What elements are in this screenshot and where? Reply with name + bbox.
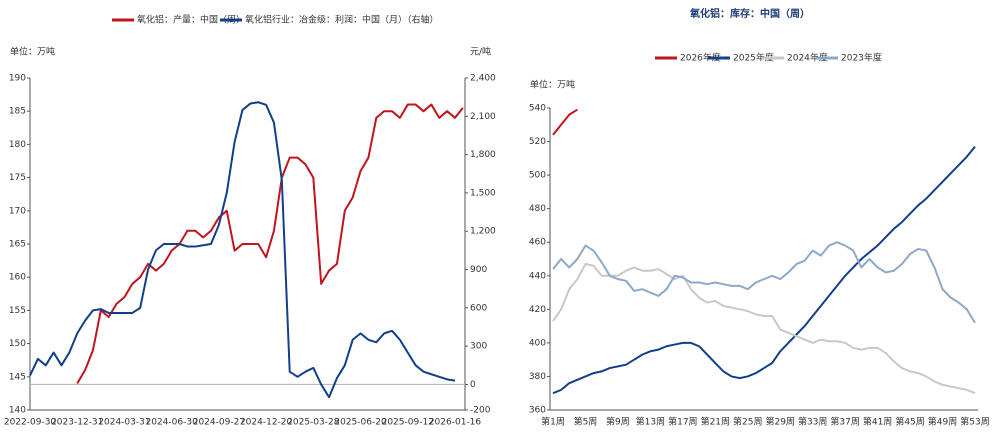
x-tick-label: 第33周 bbox=[798, 416, 827, 428]
x-tick-label: 2024-06-30 bbox=[146, 418, 199, 428]
legend-label: 氧化铝行业：冶金级：利润：中国（月）（右轴） bbox=[245, 14, 439, 26]
x-tick-label: 第13周 bbox=[636, 416, 665, 428]
legend-label: 氧化铝：产量：中国（周） bbox=[137, 14, 245, 26]
y-tick-label: 540 bbox=[529, 104, 546, 114]
y-tick-label: 140 bbox=[9, 406, 26, 416]
series-line bbox=[552, 241, 976, 324]
y2-tick-label: -200 bbox=[470, 406, 491, 416]
y2-tick-label: 1,200 bbox=[470, 227, 496, 237]
series-line bbox=[29, 101, 456, 399]
y-tick-label: 180 bbox=[9, 140, 26, 150]
y2-tick-label: 2,400 bbox=[470, 74, 496, 84]
y-tick-label: 175 bbox=[9, 173, 26, 183]
y-tick-label: 440 bbox=[529, 271, 546, 281]
y-tick-label: 150 bbox=[9, 339, 26, 349]
x-tick-label: 2025-03-28 bbox=[287, 418, 340, 428]
x-tick-label: 第21周 bbox=[701, 416, 730, 428]
x-tick-label: 第45周 bbox=[895, 416, 924, 428]
x-tick-label: 第53周 bbox=[960, 416, 989, 428]
y-tick-label: 520 bbox=[529, 137, 546, 147]
y2-tick-label: 0 bbox=[470, 380, 476, 390]
y-tick-label: 155 bbox=[9, 306, 26, 316]
y-tick-label: 400 bbox=[529, 338, 546, 348]
series-line bbox=[552, 263, 976, 395]
legend-label: 2023年度 bbox=[841, 52, 882, 64]
y2-tick-label: 1,500 bbox=[470, 188, 496, 198]
y-tick-label: 170 bbox=[9, 206, 26, 216]
legend-label: 2026年度 bbox=[680, 52, 721, 64]
x-tick-label: 2025-09-12 bbox=[382, 418, 434, 428]
x-tick-label: 第49周 bbox=[928, 416, 957, 428]
y2-tick-label: 600 bbox=[470, 303, 487, 313]
y2-tick-label: 900 bbox=[470, 265, 487, 275]
x-tick-label: 第9周 bbox=[606, 416, 630, 428]
x-tick-label: 2023-12-31 bbox=[51, 418, 103, 428]
y-axis-label: 单位：万吨 bbox=[10, 46, 55, 58]
x-tick-label: 第37周 bbox=[830, 416, 859, 428]
x-tick-label: 2022-09-30 bbox=[4, 418, 57, 428]
y-tick-label: 420 bbox=[529, 305, 546, 315]
series-line bbox=[76, 103, 464, 384]
x-tick-label: 第5周 bbox=[574, 416, 598, 428]
x-tick-label: 2024-12-20 bbox=[240, 418, 293, 428]
x-tick-label: 第41周 bbox=[863, 416, 892, 428]
x-tick-label: 第25周 bbox=[733, 416, 762, 428]
x-tick-label: 第1周 bbox=[541, 416, 565, 428]
y-tick-label: 190 bbox=[9, 74, 26, 84]
x-tick-label: 2024-09-27 bbox=[193, 418, 245, 428]
x-tick-label: 第17周 bbox=[668, 416, 697, 428]
y-tick-label: 480 bbox=[529, 204, 546, 214]
legend-label: 2024年度 bbox=[787, 52, 828, 64]
series-line bbox=[552, 145, 976, 395]
y-tick-label: 160 bbox=[9, 273, 26, 283]
y-tick-label: 460 bbox=[529, 238, 546, 248]
y-tick-label: 360 bbox=[529, 406, 546, 416]
x-tick-label: 2025-06-20 bbox=[334, 418, 387, 428]
y-tick-label: 380 bbox=[529, 372, 546, 382]
x-tick-label: 第29周 bbox=[765, 416, 794, 428]
y-axis-label: 单位：万吨 bbox=[530, 79, 575, 91]
series-line bbox=[552, 108, 578, 136]
y2-tick-label: 1,800 bbox=[470, 150, 496, 160]
y-tick-label: 500 bbox=[529, 171, 546, 181]
x-tick-label: 2026-01-16 bbox=[429, 418, 482, 428]
x-tick-label: 2024-03-31 bbox=[98, 418, 150, 428]
legend-label: 2025年度 bbox=[733, 52, 774, 64]
y2-tick-label: 2,100 bbox=[470, 112, 496, 122]
y2-axis-label: 元/吨 bbox=[470, 46, 491, 58]
y-tick-label: 185 bbox=[9, 107, 26, 117]
y-tick-label: 145 bbox=[9, 372, 26, 382]
y-tick-label: 165 bbox=[9, 240, 26, 250]
y2-tick-label: 300 bbox=[470, 342, 487, 352]
chart-title: 氧化铝：库存：中国（周） bbox=[689, 7, 810, 20]
